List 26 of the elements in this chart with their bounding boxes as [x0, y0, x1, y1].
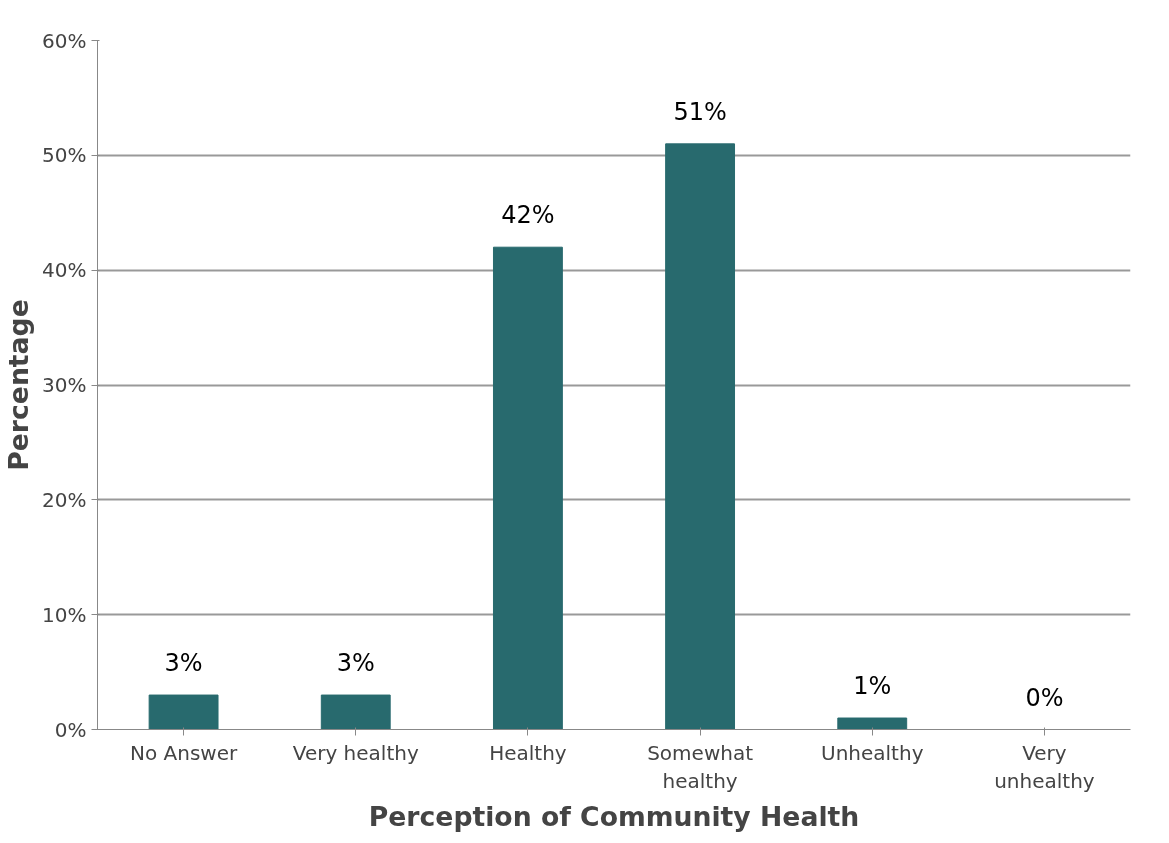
data-label: 3%	[336, 649, 375, 678]
data-label: 0%	[1025, 683, 1064, 712]
x-tick-label: Unhealthy	[821, 740, 924, 765]
bar	[837, 717, 908, 730]
bar	[148, 694, 219, 730]
x-tick-label: Healthy	[489, 740, 567, 765]
y-tick-label: 50%	[42, 143, 87, 168]
y-tick-label: 10%	[42, 602, 87, 627]
x-tick-label: Very unhealthy	[994, 740, 1095, 794]
data-label: 42%	[501, 201, 555, 230]
x-tick-label: Very healthy	[292, 740, 419, 765]
x-tick-label: Somewhat healthy	[647, 740, 754, 794]
x-axis-title: Perception of Community Health	[368, 801, 860, 833]
bar	[665, 143, 736, 730]
data-label: 51%	[673, 97, 727, 126]
y-axis-title: Percentage	[3, 299, 35, 471]
y-tick-label: 60%	[42, 28, 87, 53]
x-tick-label: No Answer	[129, 740, 238, 765]
y-tick-label: 40%	[42, 258, 87, 283]
y-tick-label: 30%	[42, 373, 87, 397]
data-label: 3%	[164, 649, 203, 678]
y-tick-label: 0%	[54, 717, 87, 742]
data-label: 1%	[853, 672, 892, 701]
y-tick-label: 20%	[42, 487, 87, 512]
bar	[492, 246, 563, 730]
bar	[320, 694, 391, 730]
